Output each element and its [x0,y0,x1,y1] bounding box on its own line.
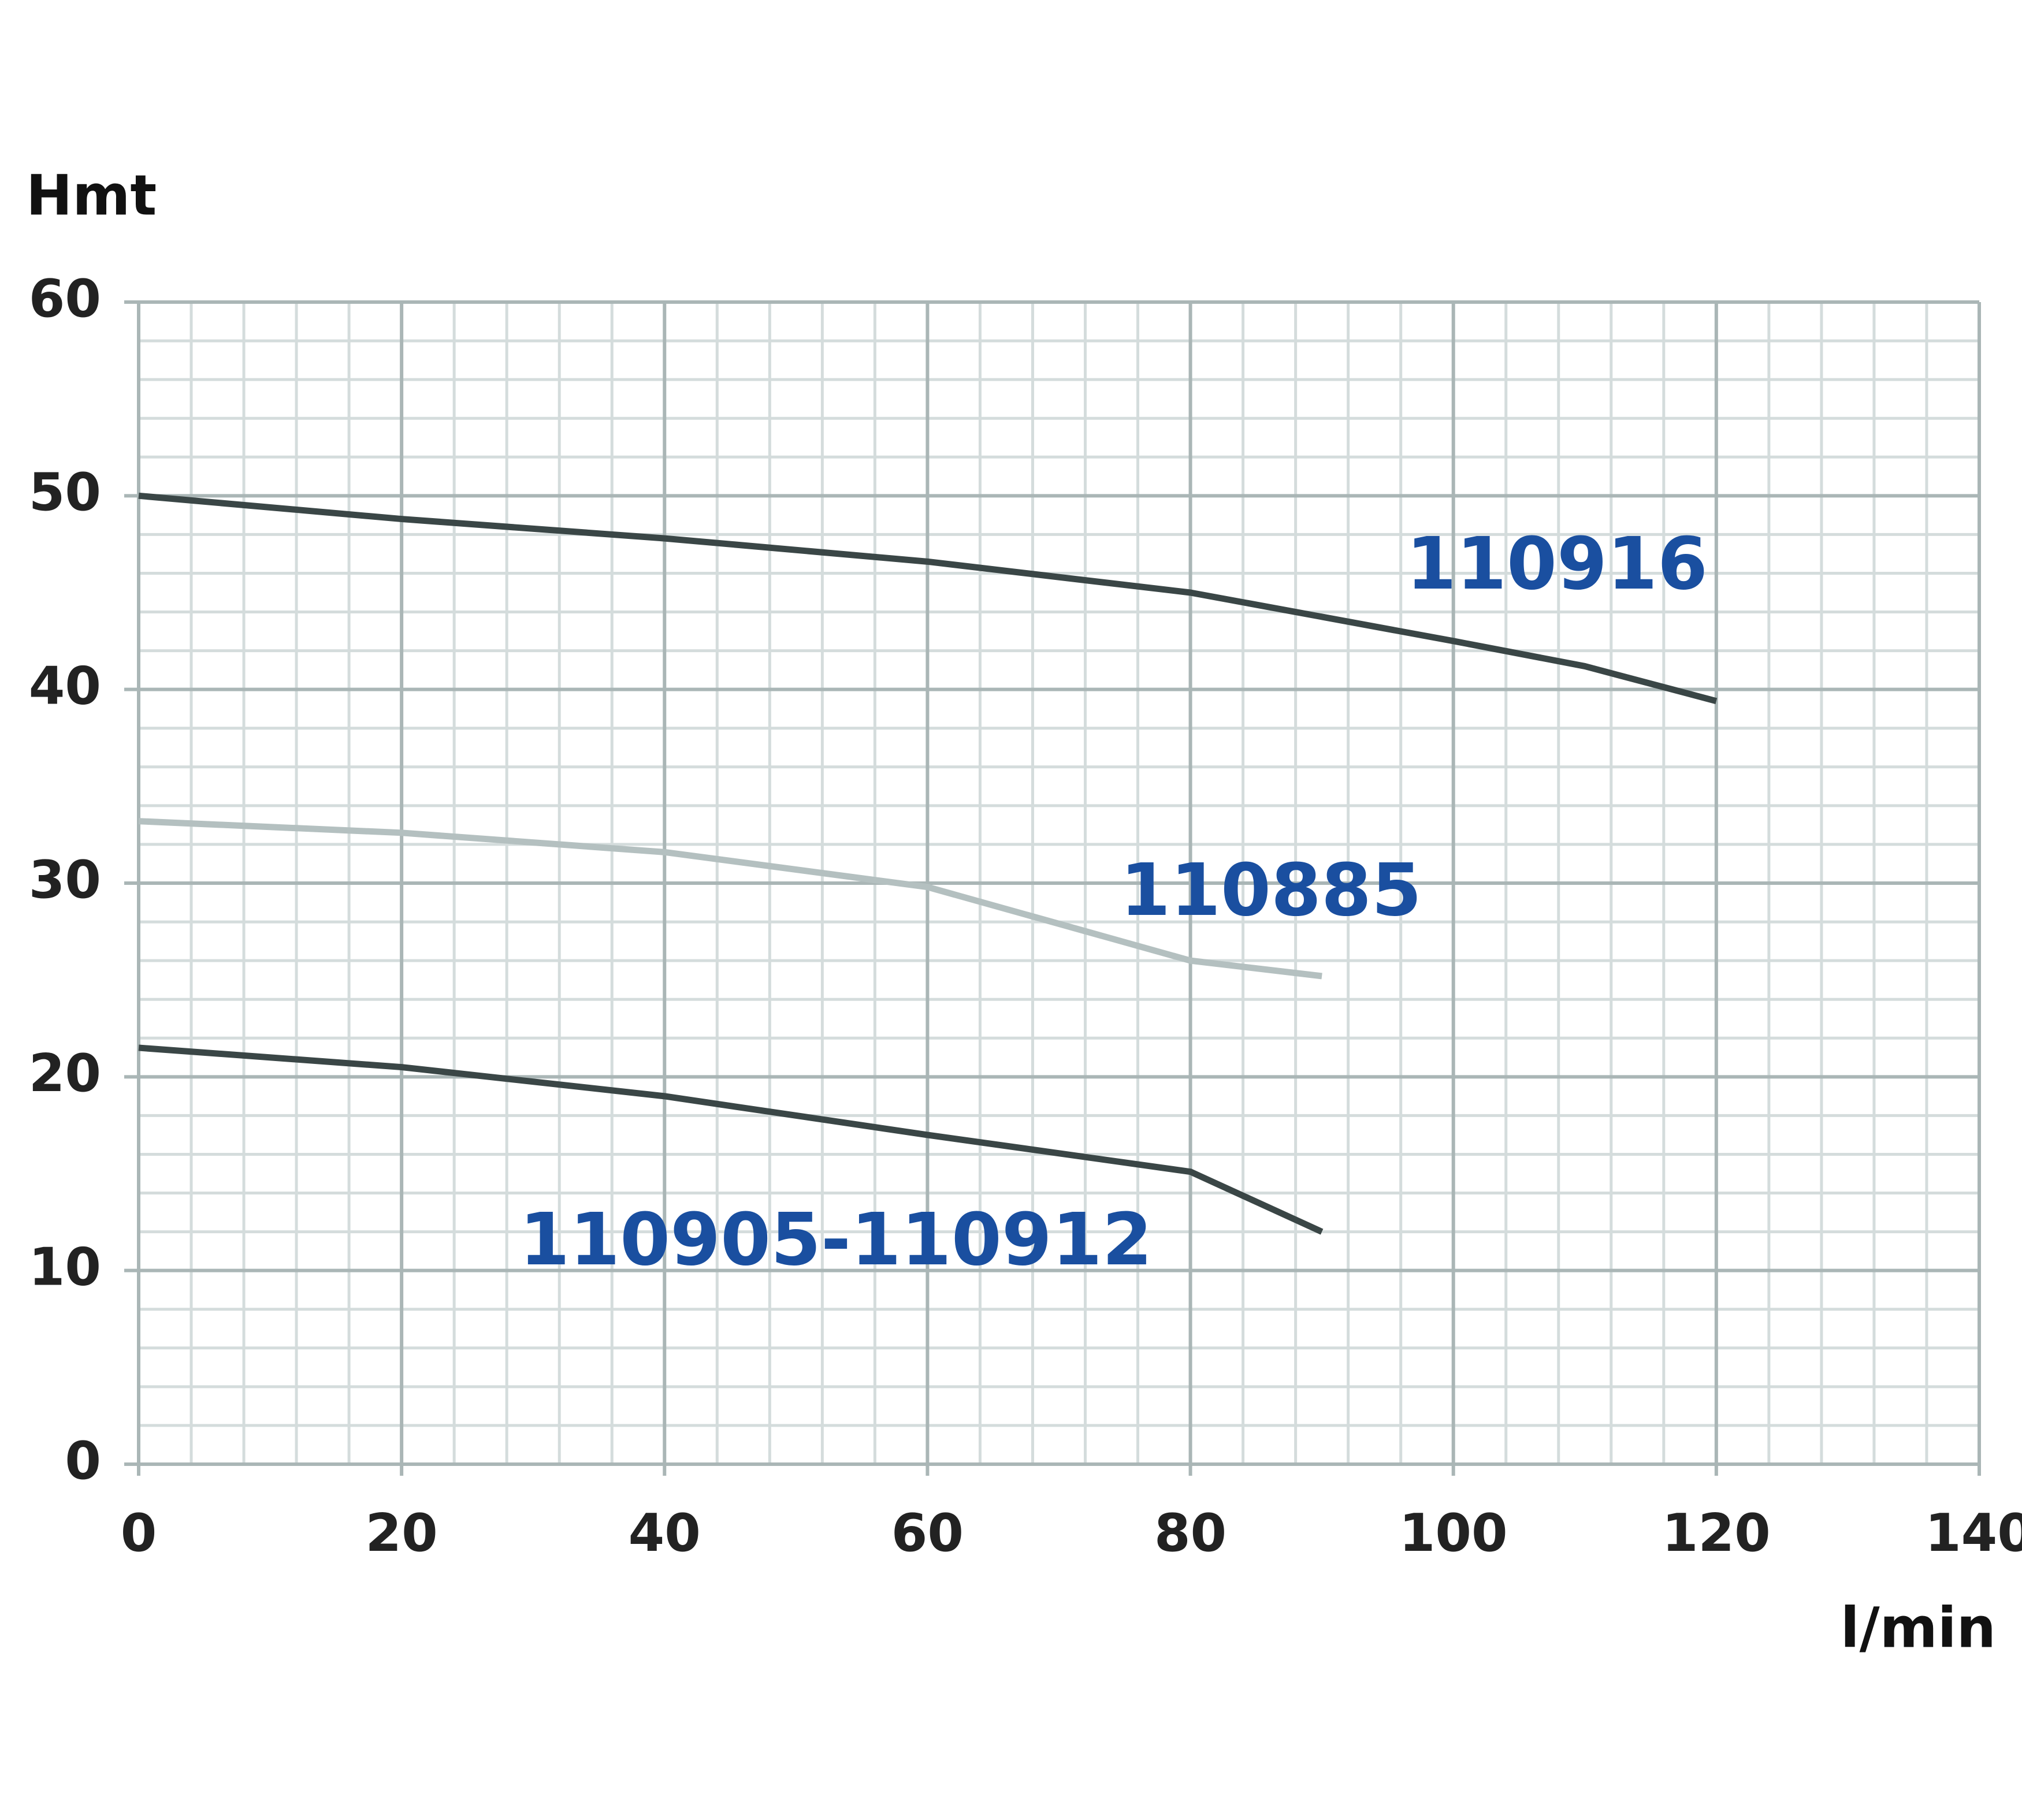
y-tick-label: 10 [29,1237,101,1298]
series-label: 110905-110912 [519,1198,1153,1282]
x-tick-label: 40 [629,1503,701,1564]
x-tick-label: 20 [366,1503,438,1564]
y-tick-label: 20 [29,1043,101,1104]
x-tick-label: 60 [891,1503,964,1564]
x-axis-label: l/min [1841,1595,1996,1660]
series-label: 110885 [1120,848,1422,932]
x-tick-label: 0 [121,1503,157,1564]
x-tick-label: 100 [1399,1503,1508,1564]
series-line [138,492,1718,705]
y-tick-label: 60 [29,269,101,329]
y-tick-label: 50 [29,462,101,523]
x-tick-label: 120 [1662,1503,1771,1564]
y-tick-label: 0 [65,1431,101,1491]
series-label: 110916 [1406,522,1708,606]
series-line [138,818,1322,980]
y-tick-label: 40 [29,656,101,717]
y-axis-label: Hmt [26,163,157,228]
y-tick-label: 30 [29,850,101,910]
x-tick-label: 140 [1925,1503,2022,1564]
x-tick-label: 80 [1154,1503,1226,1564]
series-line [138,1044,1324,1235]
